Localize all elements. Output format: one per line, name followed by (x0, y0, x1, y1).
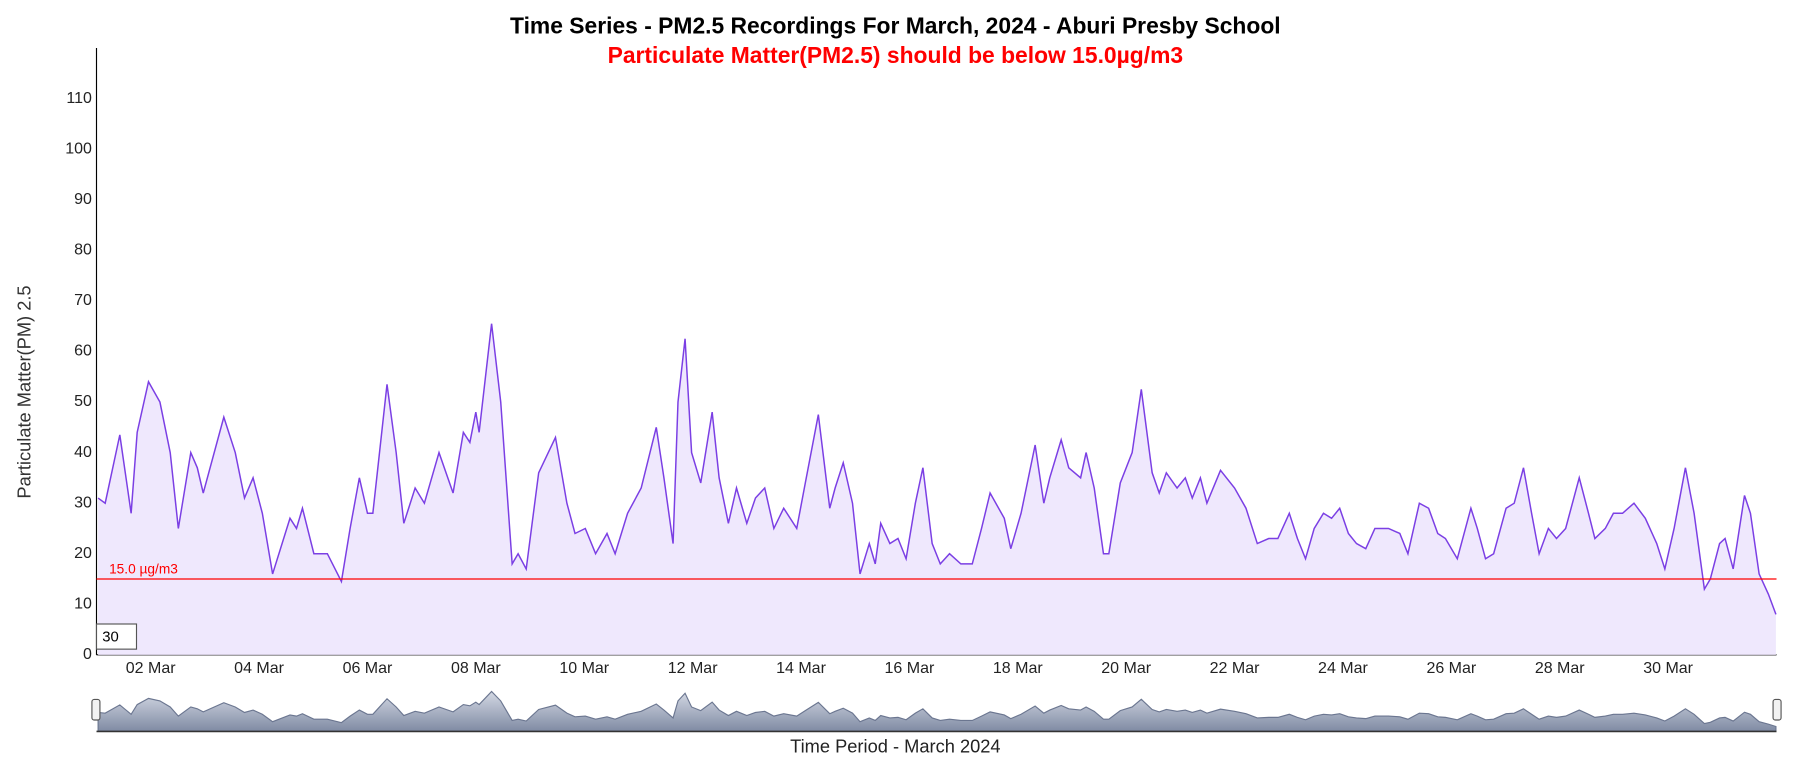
navigator-handle-left[interactable] (91, 698, 101, 721)
x-tick-label: 30 Mar (1643, 660, 1693, 677)
y-tick-label: 70 (74, 292, 92, 309)
x-tick-label: 16 Mar (885, 660, 935, 677)
chart-subtitle: Particulate Matter(PM2.5) should be belo… (608, 42, 1184, 68)
x-tick-label: 10 Mar (559, 660, 609, 677)
y-axis-label: Particulate Matter(PM) 2.5 (13, 285, 34, 498)
range-input-value: 30 (102, 630, 119, 646)
x-tick-label: 18 Mar (993, 660, 1043, 677)
area (98, 323, 1776, 655)
y-tick-label: 50 (74, 393, 92, 410)
y-tick-label: 20 (74, 545, 92, 562)
navigator-area (97, 690, 1777, 732)
line (97, 323, 1777, 615)
x-tick-label: 14 Mar (776, 660, 826, 677)
y-tick-label: 30 (74, 494, 92, 511)
navigator[interactable] (91, 690, 1782, 733)
y-tick-label: 0 (83, 646, 92, 663)
x-axis-label: Time Period - March 2024 (790, 735, 1000, 756)
range-input[interactable] (95, 623, 138, 650)
x-tick-label: 04 Mar (234, 660, 284, 677)
x-tick-label: 28 Mar (1535, 660, 1585, 677)
x-tick-label: 12 Mar (668, 660, 718, 677)
y-tick-label: 100 (65, 140, 92, 157)
y-tick-label: 110 (66, 90, 92, 107)
y-tick-label: 40 (74, 444, 92, 461)
x-tick-label: 08 Mar (451, 660, 501, 677)
chart-title: Time Series - PM2.5 Recordings For March… (510, 12, 1281, 38)
y-tick-label: 10 (74, 596, 92, 613)
x-tick-label: 02 Mar (126, 660, 176, 677)
y-tick-label: 80 (74, 242, 92, 259)
x-tick-label: 26 Mar (1426, 660, 1476, 677)
plot-area (97, 323, 1777, 655)
y-tick-label: 60 (74, 343, 92, 360)
y-tick-label: 90 (74, 191, 92, 208)
navigator-handle-right[interactable] (1772, 698, 1782, 721)
x-tick-label: 24 Mar (1318, 660, 1368, 677)
x-tick-label: 20 Mar (1101, 660, 1151, 677)
threshold-label: 15.0 µg/m3 (109, 561, 178, 576)
x-tick-label: 06 Mar (343, 660, 393, 677)
x-tick-label: 22 Mar (1210, 660, 1260, 677)
